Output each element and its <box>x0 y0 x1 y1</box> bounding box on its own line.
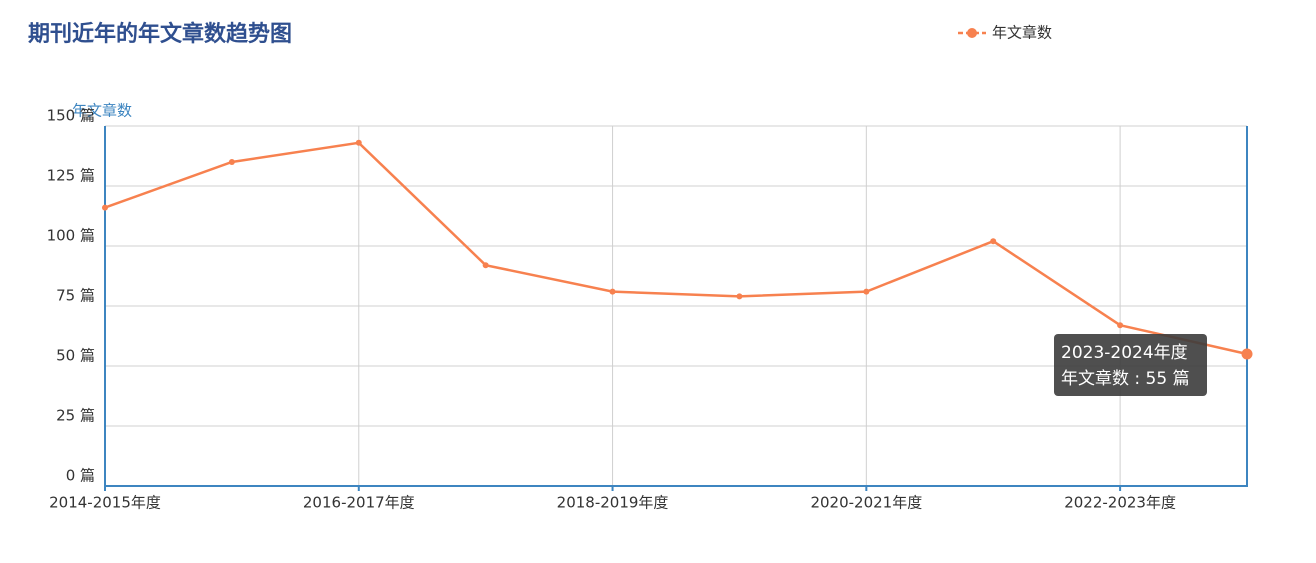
legend-marker <box>967 28 977 38</box>
y-tick-label: 75 篇 <box>56 287 95 305</box>
y-tick-label: 150 篇 <box>47 107 95 125</box>
x-tick-label: 2016-2017年度 <box>303 494 415 512</box>
point <box>1241 348 1253 360</box>
y-tick-label: 50 篇 <box>56 347 95 365</box>
legend-label: 年文章数 <box>992 24 1052 42</box>
x-tick-label: 2014-2015年度 <box>49 494 161 512</box>
tooltip-text: 年文章数 : 55 篇 <box>1061 369 1190 389</box>
x-tick-label: 2018-2019年度 <box>557 494 669 512</box>
y-tick-label: 125 篇 <box>47 167 95 185</box>
line <box>104 141 1248 356</box>
point <box>102 204 108 211</box>
y-tick-label: 0 篇 <box>66 467 95 485</box>
legend[interactable]: 年文章数 <box>958 24 1052 42</box>
point <box>736 293 743 300</box>
point <box>228 159 235 165</box>
tooltip-box <box>1054 334 1207 396</box>
point <box>863 288 870 295</box>
point <box>482 262 489 269</box>
y-tick-label: 100 篇 <box>47 227 95 245</box>
tooltip-title: 2023-2024年度 <box>1061 343 1188 363</box>
point <box>990 238 997 245</box>
x-tick-label: 2022-2023年度 <box>1064 494 1176 512</box>
y-tick-label: 25 篇 <box>56 407 95 425</box>
point <box>1117 322 1124 329</box>
chart-title: 期刊近年的年文章数趋势图 <box>28 21 292 47</box>
y-axis-title: 年文章数 <box>72 102 132 120</box>
x-tick-label: 2020-2021年度 <box>810 494 922 512</box>
point <box>355 139 362 146</box>
point <box>609 288 616 295</box>
